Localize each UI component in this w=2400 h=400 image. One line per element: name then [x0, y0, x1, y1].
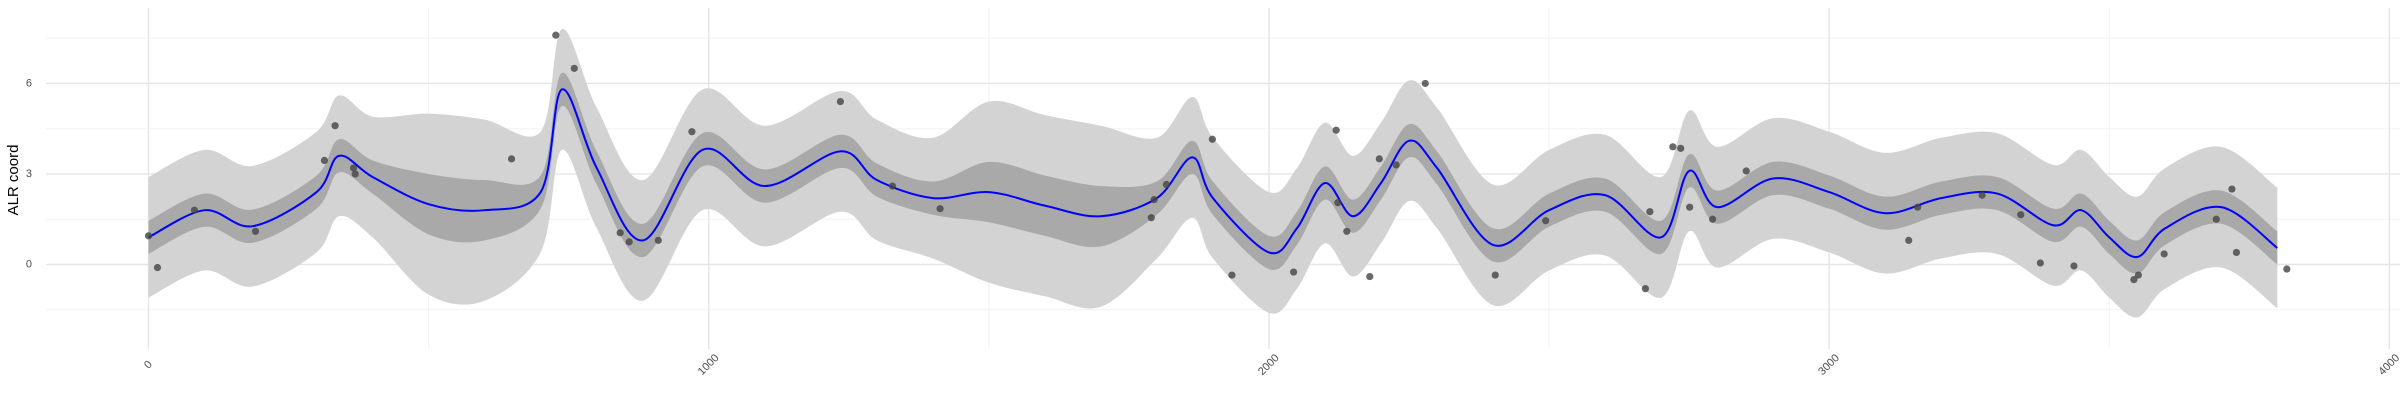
y-tick-label: 3: [26, 168, 32, 180]
data-point: [1905, 236, 1913, 244]
data-point: [888, 182, 897, 190]
y-tick-label: 0: [26, 258, 32, 270]
y-axis-label: ALR coord: [5, 145, 22, 216]
data-point: [1375, 155, 1383, 163]
data-point: [1289, 268, 1298, 276]
data-point: [2134, 271, 2142, 279]
data-point: [1542, 217, 1550, 225]
y-tick-label: 6: [26, 77, 32, 89]
data-point: [2036, 259, 2044, 267]
data-point: [1686, 203, 1694, 211]
data-point: [2017, 211, 2025, 219]
data-point: [1669, 143, 1677, 151]
data-point: [251, 227, 260, 235]
data-point: [351, 170, 359, 178]
data-point: [2130, 275, 2138, 284]
data-point: [1150, 196, 1158, 204]
data-point: [1421, 79, 1429, 88]
data-point: [2212, 215, 2220, 223]
data-point: [688, 128, 696, 136]
data-point: [552, 31, 560, 39]
data-point: [1491, 271, 1499, 279]
data-point: [570, 64, 578, 72]
data-point: [1334, 199, 1342, 207]
data-point: [153, 263, 162, 272]
data-point: [1742, 167, 1750, 175]
data-point: [331, 122, 339, 130]
data-point: [1392, 161, 1400, 169]
data-point: [1914, 203, 1922, 211]
data-point: [349, 164, 358, 172]
data-point: [1332, 126, 1340, 134]
data-point: [144, 232, 153, 240]
data-point: [1162, 180, 1171, 189]
data-point: [936, 205, 944, 213]
data-point: [2283, 265, 2291, 273]
data-point: [654, 236, 662, 244]
data-point: [507, 155, 516, 163]
data-point: [320, 156, 329, 164]
data-point: [1228, 271, 1236, 279]
data-point: [1641, 285, 1649, 293]
mean-line: [148, 88, 2278, 258]
data-point: [1709, 215, 1717, 223]
data-point: [1343, 227, 1351, 235]
data-point: [616, 229, 624, 237]
data-point: [1366, 272, 1374, 281]
data-point: [625, 238, 633, 246]
data-point: [1147, 214, 1155, 222]
confidence-band: [148, 28, 2278, 318]
data-point: [2160, 250, 2168, 258]
data-point: [2070, 262, 2078, 270]
data-point: [1646, 208, 1654, 216]
data-point: [2232, 248, 2241, 257]
data-point: [1677, 144, 1685, 152]
data-point: [836, 97, 844, 106]
data-point: [2228, 185, 2236, 193]
data-point: [1208, 135, 1216, 143]
data-point: [1978, 191, 1986, 199]
data-point: [190, 206, 199, 214]
